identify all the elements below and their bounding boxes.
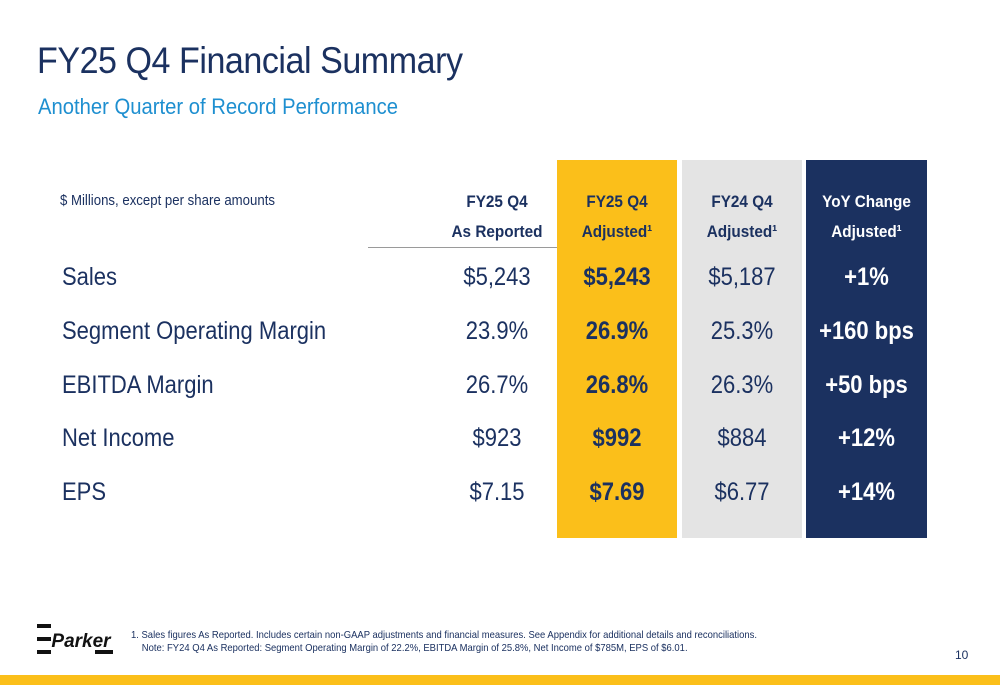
cell-fy24-adjusted: 25.3% xyxy=(710,317,774,345)
cell-yoy-change: +50 bps xyxy=(825,371,908,399)
header-line2: As Reported xyxy=(451,222,543,241)
cell-fy24-adjusted: $884 xyxy=(717,424,767,452)
row-label: Segment Operating Margin xyxy=(62,317,327,345)
row-label: Sales xyxy=(62,263,118,291)
cell-fy25-adjusted: $5,243 xyxy=(583,263,651,291)
header-line1: FY24 Q4 xyxy=(711,192,773,211)
footnote-line-1: 1. Sales figures As Reported. Includes c… xyxy=(131,629,758,641)
logo-wordmark: Parker xyxy=(51,631,112,652)
adjusted-column-highlight xyxy=(557,160,677,538)
cell-fy24-adjusted: $5,187 xyxy=(708,263,776,291)
page-number: 10 xyxy=(955,648,969,662)
cell-fy25-reported: 26.7% xyxy=(465,371,529,399)
header-fy25-reported: FY25 Q4 As Reported xyxy=(439,187,556,247)
cell-fy25-reported: 23.9% xyxy=(465,317,529,345)
header-line1: YoY Change xyxy=(822,192,911,211)
parker-logo: Parker xyxy=(37,622,113,656)
header-line2: Adjusted¹ xyxy=(581,222,653,241)
cell-yoy-change: +160 bps xyxy=(819,317,914,345)
header-line1: FY25 Q4 xyxy=(466,192,528,211)
cell-fy25-reported: $5,243 xyxy=(463,263,531,291)
table-row-eps: EPS $7.15 $7.69 $6.77 +14% xyxy=(0,478,1000,518)
table-row-sales: Sales $5,243 $5,243 $5,187 +1% xyxy=(0,263,1000,303)
row-label: EBITDA Margin xyxy=(62,371,214,399)
table-row-ebitda-margin: EBITDA Margin 26.7% 26.8% 26.3% +50 bps xyxy=(0,371,1000,411)
cell-yoy-change: +1% xyxy=(844,263,889,291)
header-divider xyxy=(368,247,557,248)
cell-fy24-adjusted: 26.3% xyxy=(710,371,774,399)
header-fy25-adjusted: FY25 Q4 Adjusted¹ xyxy=(563,187,671,247)
cell-fy25-reported: $7.15 xyxy=(469,478,525,506)
header-line2: Adjusted¹ xyxy=(831,222,902,241)
cell-yoy-change: +14% xyxy=(838,478,895,506)
footnote: 1. Sales figures As Reported. Includes c… xyxy=(131,629,757,655)
header-fy24-adjusted: FY24 Q4 Adjusted¹ xyxy=(688,187,796,247)
cell-yoy-change: +12% xyxy=(838,424,895,452)
cell-fy25-adjusted: 26.9% xyxy=(585,317,649,345)
cell-fy25-reported: $923 xyxy=(472,424,522,452)
table-row-segment-operating-margin: Segment Operating Margin 23.9% 26.9% 25.… xyxy=(0,317,1000,357)
yoy-column-background xyxy=(806,160,927,538)
table-row-net-income: Net Income $923 $992 $884 +12% xyxy=(0,424,1000,464)
bottom-accent-bar xyxy=(0,675,1000,685)
cell-fy25-adjusted: $7.69 xyxy=(589,478,645,506)
row-label: Net Income xyxy=(62,424,175,452)
cell-fy25-adjusted: 26.8% xyxy=(585,371,649,399)
row-label: EPS xyxy=(62,478,107,506)
header-yoy-change: YoY Change Adjusted¹ xyxy=(812,187,921,247)
header-line1: FY25 Q4 xyxy=(586,192,648,211)
slide-title: FY25 Q4 Financial Summary xyxy=(37,40,463,81)
header-line2: Adjusted¹ xyxy=(706,222,778,241)
slide-subtitle: Another Quarter of Record Performance xyxy=(38,94,398,119)
prior-year-column-background xyxy=(682,160,802,538)
footnote-line-2: Note: FY24 Q4 As Reported: Segment Opera… xyxy=(141,642,688,654)
units-note: $ Millions, except per share amounts xyxy=(60,192,275,209)
cell-fy25-adjusted: $992 xyxy=(592,424,642,452)
cell-fy24-adjusted: $6.77 xyxy=(714,478,770,506)
